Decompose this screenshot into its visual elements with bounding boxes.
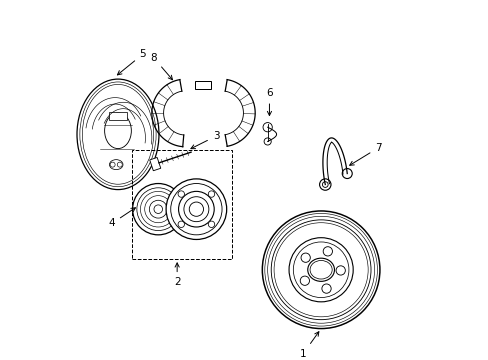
Bar	[194, 81, 210, 89]
Ellipse shape	[309, 261, 331, 279]
Bar	[109, 112, 126, 120]
Circle shape	[144, 195, 171, 223]
Circle shape	[149, 200, 167, 218]
Circle shape	[264, 138, 271, 145]
Circle shape	[110, 162, 115, 167]
Circle shape	[132, 184, 183, 235]
Circle shape	[264, 213, 377, 326]
Circle shape	[208, 191, 214, 197]
Circle shape	[137, 188, 179, 230]
Circle shape	[322, 182, 327, 188]
Circle shape	[263, 122, 272, 132]
Circle shape	[288, 238, 352, 302]
Text: 1: 1	[299, 332, 318, 359]
Circle shape	[166, 179, 226, 239]
Text: 2: 2	[173, 263, 180, 287]
Circle shape	[170, 184, 222, 235]
Ellipse shape	[109, 159, 122, 170]
Circle shape	[273, 223, 367, 317]
Circle shape	[271, 220, 370, 320]
Circle shape	[262, 211, 379, 329]
Text: 3: 3	[190, 131, 219, 149]
Circle shape	[178, 191, 184, 197]
Text: 4: 4	[108, 208, 135, 229]
Circle shape	[183, 197, 208, 222]
Circle shape	[117, 162, 122, 167]
Circle shape	[293, 242, 348, 298]
Circle shape	[140, 192, 176, 227]
Circle shape	[178, 221, 184, 228]
Polygon shape	[149, 157, 161, 171]
Circle shape	[323, 247, 332, 256]
Text: 7: 7	[349, 143, 381, 165]
Circle shape	[321, 284, 330, 293]
Circle shape	[335, 266, 345, 275]
Circle shape	[178, 192, 214, 227]
Circle shape	[208, 221, 214, 228]
Circle shape	[300, 276, 309, 285]
Circle shape	[154, 205, 162, 213]
Ellipse shape	[307, 258, 334, 282]
Circle shape	[319, 179, 330, 190]
Circle shape	[267, 216, 374, 323]
Text: 8: 8	[150, 53, 172, 80]
Bar	[132, 150, 231, 259]
Text: 5: 5	[117, 49, 146, 75]
Circle shape	[301, 253, 310, 262]
Text: 6: 6	[265, 88, 272, 116]
Circle shape	[189, 202, 203, 216]
Circle shape	[342, 168, 351, 179]
